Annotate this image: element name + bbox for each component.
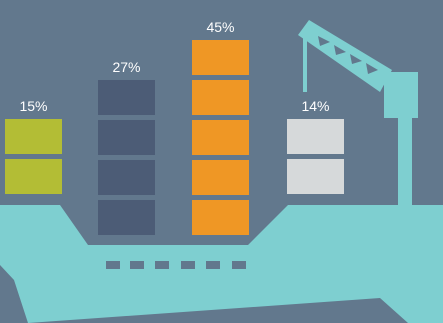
- value-label: 27%: [112, 59, 140, 75]
- cargo-containers: 15% 27% 45% 14%: [5, 19, 344, 235]
- cargo-ship-icon: [0, 205, 443, 323]
- container-block: [98, 120, 155, 155]
- container-block: [287, 119, 344, 154]
- container-block: [5, 119, 62, 154]
- value-label: 15%: [19, 98, 47, 114]
- container-block: [98, 160, 155, 195]
- value-label: 14%: [301, 98, 329, 114]
- container-block: [98, 200, 155, 235]
- container-block: [5, 159, 62, 194]
- ship-portholes: [106, 261, 246, 269]
- value-label: 45%: [206, 19, 234, 35]
- container-block: [192, 200, 249, 235]
- container-block: [98, 80, 155, 115]
- container-block: [192, 120, 249, 155]
- container-block: [192, 160, 249, 195]
- container-block: [192, 80, 249, 115]
- container-block: [192, 40, 249, 75]
- crane-icon: [298, 20, 418, 208]
- container-block: [287, 159, 344, 194]
